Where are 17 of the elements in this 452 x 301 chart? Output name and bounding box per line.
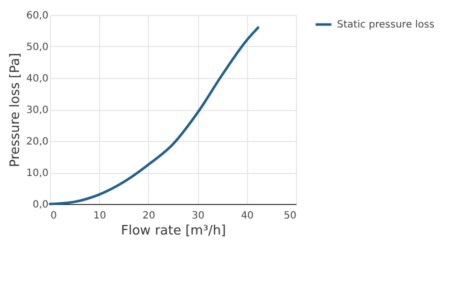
x-tick-label: 0	[50, 210, 57, 222]
legend-label: Static pressure loss	[337, 20, 434, 30]
x-tick-label: 50	[284, 210, 296, 222]
x-tick-label: 10	[93, 210, 106, 222]
y-tick-label: 0,0	[32, 200, 48, 210]
x-tick-label: 20	[142, 210, 156, 222]
y-tick-label: 20,0	[26, 136, 48, 148]
x-tick-label: 40	[240, 210, 254, 222]
y-tick-label: 40,0	[26, 74, 48, 84]
line-series	[48, 26, 260, 206]
y-tick-label: 10,0	[26, 168, 48, 179]
y-tick-label: 60,0	[26, 10, 48, 22]
y-tick-label: 30,0	[26, 105, 48, 116]
y-tick-label: 50,0	[26, 42, 48, 53]
x-axis-title: Flow rate [m³/h]	[121, 224, 226, 238]
y-axis-title: Pressure loss [Pa]	[8, 52, 24, 168]
x-tick-label: 30	[192, 210, 204, 222]
